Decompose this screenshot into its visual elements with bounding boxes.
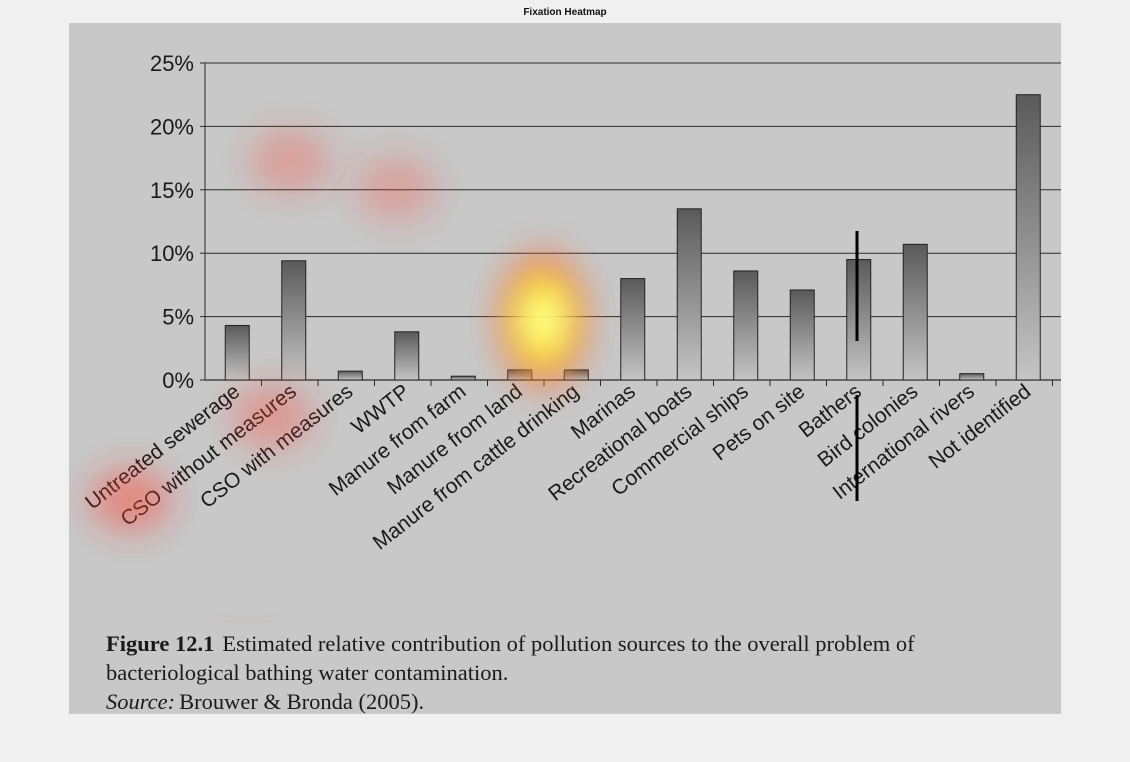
bar — [846, 259, 872, 381]
heatmap-panel: 0% 5% 10% 15% 20% 25% Untreated sewerage CSO wi… — [69, 23, 1061, 714]
bar — [337, 370, 363, 381]
fixation-blob — [235, 116, 346, 207]
bar — [224, 324, 250, 381]
fixation-blob — [75, 454, 186, 545]
y-tick-label: 0% — [162, 368, 194, 393]
y-tick-label: 15% — [150, 178, 194, 203]
bar — [676, 208, 702, 381]
y-tick-label: 10% — [150, 241, 194, 266]
bar — [789, 289, 815, 381]
figure-caption: Figure 12.1 Estimated relative contributi… — [106, 629, 1046, 714]
bar — [281, 260, 307, 381]
y-tick-label: 20% — [150, 114, 194, 139]
bar — [733, 270, 759, 381]
fixation-blob — [341, 143, 452, 234]
bar — [959, 373, 985, 381]
bar — [620, 278, 646, 381]
caption-source-label: Source: — [106, 689, 176, 714]
caption-figure-label: Figure 12.1 — [106, 631, 215, 656]
caption-source-text: Brouwer & Bronda (2005). — [179, 689, 425, 714]
fixation-blob — [217, 371, 328, 462]
fixation-blob — [488, 240, 599, 401]
bar — [394, 331, 420, 381]
y-tick-label: 25% — [150, 51, 194, 76]
bar — [902, 243, 928, 381]
y-tick-label: 5% — [162, 305, 194, 330]
bar — [1015, 94, 1041, 381]
window-title: Fixation Heatmap — [523, 7, 607, 18]
bar — [450, 375, 476, 381]
caption-text: Estimated relative contribution of pollu… — [106, 631, 915, 685]
